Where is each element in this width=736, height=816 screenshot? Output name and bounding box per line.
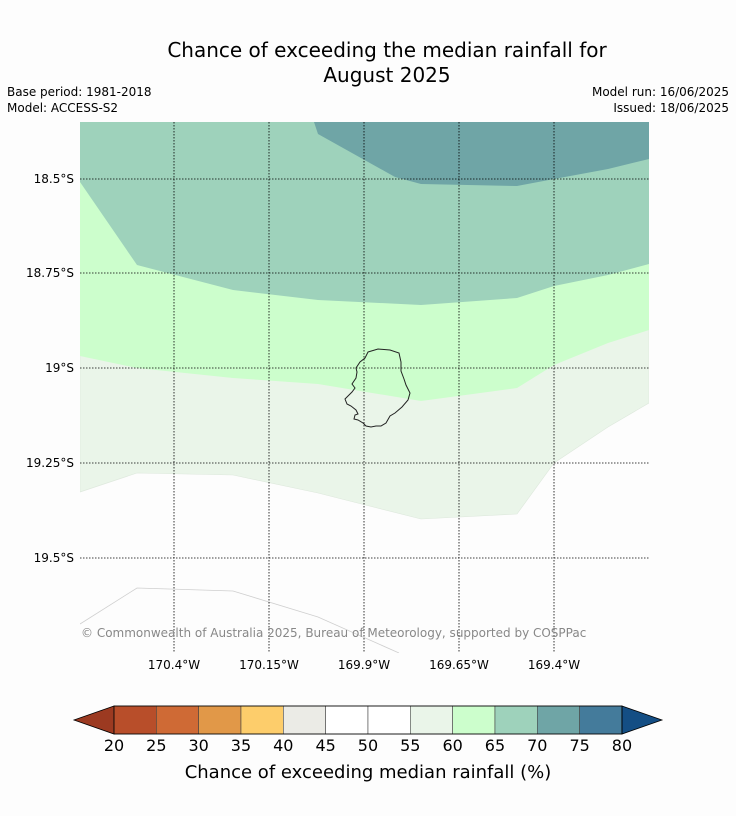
lat-label: 19.25°S — [26, 456, 74, 470]
colorbar-tick-label: 80 — [611, 736, 633, 755]
lat-label: 18.5°S — [33, 172, 74, 186]
colorbar-tick-label: 30 — [188, 736, 209, 755]
colorbar-extend-high — [621, 705, 664, 735]
colorbar-tick-label: 70 — [527, 736, 548, 755]
colorbar-tick-label: 60 — [442, 736, 463, 755]
island-outline — [344, 348, 411, 428]
colorbar-segment — [156, 705, 199, 735]
colorbar-segment — [579, 705, 623, 735]
colorbar-tick-label: 65 — [484, 736, 506, 755]
lon-label: 169.65°W — [429, 658, 489, 672]
lat-label: 18.75°S — [26, 266, 74, 280]
base-period-text: Base period: 1981-2018 — [7, 85, 152, 99]
colorbar-segment — [198, 705, 242, 735]
lon-label: 170.15°W — [239, 658, 299, 672]
colorbar-segment — [283, 705, 326, 735]
colorbar-segment — [325, 705, 369, 735]
meta-right: Model run: 16/06/2025 Issued: 18/06/2025 — [592, 84, 729, 116]
title-line-2: August 2025 — [323, 63, 451, 87]
colorbar-tick-label: 25 — [146, 736, 167, 755]
lon-label: 169.9°W — [337, 658, 391, 672]
colorbar-segment — [494, 705, 538, 735]
copyright-text: © Commonwealth of Australia 2025, Bureau… — [81, 626, 587, 640]
colorbar-segment — [113, 705, 157, 735]
colorbar-tick-label: 75 — [569, 736, 590, 755]
zone-70-75 — [314, 122, 649, 186]
chart-title: Chance of exceeding the median rainfall … — [0, 38, 736, 88]
colorbar-segment — [367, 705, 411, 735]
colorbar-outline — [113, 705, 623, 735]
colorbar-tick-label: 50 — [357, 736, 379, 755]
colorbar-segment — [536, 705, 580, 735]
graticule — [80, 122, 649, 653]
colorbar-tick-label: 35 — [230, 736, 252, 755]
colorbar-tick-label: 40 — [273, 736, 294, 755]
colorbar-segment — [410, 705, 453, 735]
colorbar — [72, 705, 664, 735]
colorbar-segment — [452, 705, 496, 735]
lat-label: 19.5°S — [33, 551, 74, 565]
lat-label: 19°S — [45, 361, 74, 375]
issued-text: Issued: 18/06/2025 — [613, 101, 729, 115]
forecast-map — [80, 122, 649, 653]
title-line-1: Chance of exceeding the median rainfall … — [167, 38, 607, 62]
colorbar-tick-label: 45 — [315, 736, 336, 755]
model-text: Model: ACCESS-S2 — [7, 101, 119, 115]
model-run-text: Model run: 16/06/2025 — [591, 85, 729, 99]
colorbar-tick-label: 20 — [103, 736, 125, 755]
meta-left: Base period: 1981-2018 Model: ACCESS-S2 — [7, 84, 152, 116]
colorbar-title: Chance of exceeding median rainfall (%) — [184, 762, 552, 783]
lon-label: 169.4°W — [527, 658, 581, 672]
colorbar-tick-label: 55 — [400, 736, 421, 755]
lon-label: 170.4°W — [147, 658, 201, 672]
colorbar-extend-low — [72, 705, 115, 735]
outer-contour — [80, 587, 400, 653]
colorbar-segment — [240, 705, 284, 735]
